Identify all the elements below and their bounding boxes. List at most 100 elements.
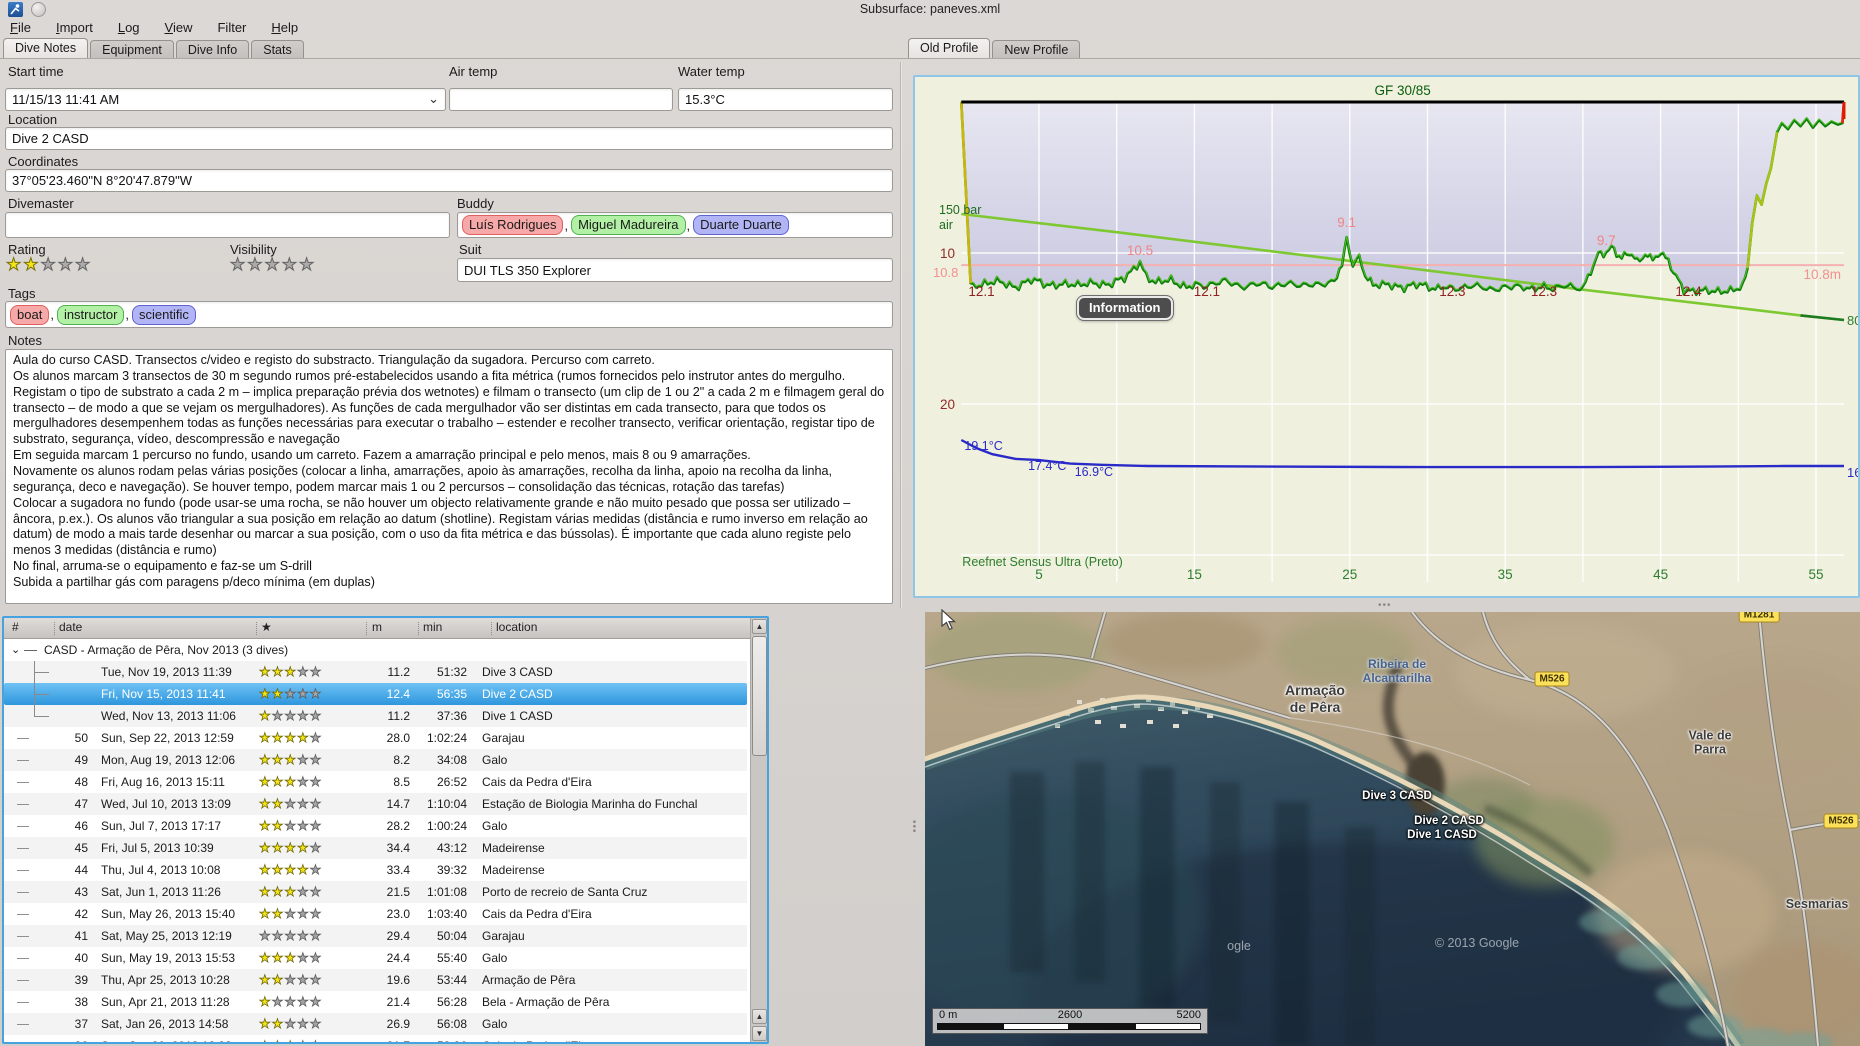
chip-duarte-duarte: Duarte Duarte xyxy=(693,215,789,235)
start-time-input[interactable] xyxy=(12,92,439,107)
menu-import[interactable]: Import xyxy=(55,19,93,35)
horizontal-splitter-handle[interactable]: ••• xyxy=(1378,600,1392,611)
scrollbar-thumb[interactable] xyxy=(752,636,767,756)
svg-text:15: 15 xyxy=(1187,567,1202,582)
tab-stats[interactable]: Stats xyxy=(251,40,304,59)
dive-trip-group-row[interactable]: ⌄ CASD - Armação de Pêra, Nov 2013 (3 div… xyxy=(4,639,747,661)
menu-file[interactable]: File xyxy=(10,19,31,35)
dive-row[interactable]: 40 Sun, May 19, 2013 15:53 24.4 55:40 Galo ★★… xyxy=(4,947,747,969)
tree-stub xyxy=(34,672,49,673)
chip-instructor: instructor xyxy=(56,304,125,325)
svg-text:5: 5 xyxy=(1035,567,1043,582)
dive-row[interactable]: Fri, Nov 15, 2013 11:41 12.4 56:35 Dive 2 C… xyxy=(4,683,747,705)
suit-input[interactable] xyxy=(464,262,886,278)
column-header-m[interactable]: m xyxy=(372,620,382,634)
dive-row[interactable]: 48 Fri, Aug 16, 2013 15:11 8.5 26:52 Cais da… xyxy=(4,771,747,793)
rating-label: Rating xyxy=(8,242,46,257)
dive-row[interactable]: 37 Sat, Jan 26, 2013 14:58 26.9 56:08 Galo ★★… xyxy=(4,1013,747,1035)
column-header-min[interactable]: min xyxy=(423,620,443,634)
svg-text:16: 16 xyxy=(1847,465,1858,480)
dive-site-map[interactable]: Armação de Pêra Ribeira de Alcantarilha Va… xyxy=(925,612,1860,1046)
start-time-label: Start time xyxy=(8,64,64,79)
dive-list[interactable]: # date ★ m min location ⌄ CASD - Armação de Pê… xyxy=(2,616,769,1044)
mouse-cursor xyxy=(941,609,957,631)
buddy-label: Buddy xyxy=(457,196,494,211)
scale-max: 5200 xyxy=(1176,1009,1201,1021)
map-label-dive: Dive 2 CASD xyxy=(1414,815,1484,827)
map-label-water: Ribeira de Alcantarilha xyxy=(1362,657,1432,685)
air-temp-field[interactable] xyxy=(449,88,673,111)
svg-text:16.9°C: 16.9°C xyxy=(1075,465,1113,479)
dive-row[interactable]: 41 Sat, May 25, 2013 12:19 29.4 50:04 Garaja… xyxy=(4,925,747,947)
tree-dash xyxy=(17,958,29,959)
menu-view[interactable]: View xyxy=(164,19,193,35)
tab-dive-info[interactable]: Dive Info xyxy=(175,40,250,59)
tab-old-profile[interactable]: Old Profile xyxy=(908,38,991,59)
tab-new-profile[interactable]: New Profile xyxy=(992,40,1081,59)
dive-row[interactable]: 39 Thu, Apr 25, 2013 10:28 19.6 53:44 Armaçã… xyxy=(4,969,747,991)
coordinates-field[interactable] xyxy=(5,169,893,192)
menu-log[interactable]: Log xyxy=(117,19,140,35)
map-label-dive: Dive 1 CASD xyxy=(1407,829,1477,841)
dive-profile-chart[interactable]: 10.8 10.8m GF 30/85 10 20 5 15 25 35 45 55 Reefnet … xyxy=(913,75,1860,598)
chip-luís-rodrigues: Luís Rodrigues xyxy=(462,215,564,235)
vertical-splitter-handle[interactable]: ••• xyxy=(908,820,919,834)
air-temp-input[interactable] xyxy=(456,92,666,107)
divemaster-input[interactable] xyxy=(12,217,443,233)
map-label-copyright: © 2013 Google xyxy=(1434,936,1520,950)
window-button[interactable] xyxy=(31,2,46,17)
dive-row[interactable]: 44 Thu, Jul 4, 2013 10:08 33.4 39:32 Madeire… xyxy=(4,859,747,881)
column-header-date[interactable]: date xyxy=(59,620,83,634)
tags-field[interactable]: boat, instructor, scientific xyxy=(5,301,893,328)
svg-text:10.8m: 10.8m xyxy=(1803,267,1841,282)
collapse-caret[interactable]: ⌄ xyxy=(11,644,21,656)
header-separator xyxy=(366,622,367,635)
tree-dash xyxy=(17,826,29,827)
road-shield: M526 xyxy=(1534,671,1570,687)
location-field[interactable] xyxy=(5,127,893,150)
column-header-#[interactable]: # xyxy=(12,620,19,634)
scroll-down-button[interactable]: ▼ xyxy=(752,1026,767,1041)
suit-field[interactable] xyxy=(457,258,893,282)
scale-mid: 2600 xyxy=(1057,1009,1083,1021)
menu-filter[interactable]: Filter xyxy=(217,19,247,35)
notes-textarea[interactable]: Aula do curso CASD. Transectos c/video e… xyxy=(5,349,893,604)
tab-dive-notes[interactable]: Dive Notes xyxy=(3,38,89,59)
start-time-combo[interactable]: ⌄ xyxy=(5,88,446,111)
buddy-field[interactable]: Luís Rodrigues, Miguel Madureira, Duarte D… xyxy=(457,212,893,238)
dive-row[interactable]: 43 Sat, Jun 1, 2013 11:26 21.5 1:01:08 Porto… xyxy=(4,881,747,903)
dive-row[interactable]: 46 Sun, Jul 7, 2013 17:17 28.2 1:00:24 Galo ★… xyxy=(4,815,747,837)
profile-plot[interactable]: 10.8 10.8m GF 30/85 10 20 5 15 25 35 45 55 Reefnet … xyxy=(915,77,1858,596)
svg-text:12.3: 12.3 xyxy=(1531,284,1557,299)
profile-tabs: Old Profile New Profile xyxy=(908,38,1082,59)
water-temp-input[interactable] xyxy=(685,92,886,107)
tree-line xyxy=(34,705,35,716)
tree-dash xyxy=(17,804,29,805)
dive-row[interactable]: 42 Sun, May 26, 2013 15:40 23.0 1:03:40 Cais… xyxy=(4,903,747,925)
dive-row[interactable]: 47 Wed, Jul 10, 2013 13:09 14.7 1:10:04 Esta… xyxy=(4,793,747,815)
dive-row[interactable]: 36Sun, Jan 20, 2013 12:3321.758:36Cais d… xyxy=(4,1035,747,1042)
tree-dash xyxy=(17,914,29,915)
tree-dash xyxy=(17,870,29,871)
location-input[interactable] xyxy=(12,131,886,146)
column-header-location[interactable]: location xyxy=(496,620,538,634)
dive-row[interactable]: Wed, Nov 13, 2013 11:06 11.2 37:36 Dive 1 C… xyxy=(4,705,747,727)
scroll-up-button[interactable]: ▲ xyxy=(752,619,767,634)
dive-row[interactable]: 50 Sun, Sep 22, 2013 12:59 28.0 1:02:24 Gara… xyxy=(4,727,747,749)
dive-row[interactable]: 49 Mon, Aug 19, 2013 12:06 8.2 34:08 Galo ★★★… xyxy=(4,749,747,771)
dive-list-scrollbar[interactable]: ▲ ▲ ▼ xyxy=(750,618,767,1042)
tab-equipment[interactable]: Equipment xyxy=(90,40,174,59)
dive-list-rows: ⌄ CASD - Armação de Pêra, Nov 2013 (3 div… xyxy=(4,639,767,1042)
water-temp-field[interactable] xyxy=(678,88,893,111)
menu-help[interactable]: Help xyxy=(271,19,299,35)
dive-row[interactable]: Tue, Nov 19, 2013 11:39 11.2 51:32 Dive 3 C… xyxy=(4,661,747,683)
chevron-down-icon[interactable]: ⌄ xyxy=(428,91,439,106)
divemaster-field[interactable] xyxy=(5,212,450,238)
dive-row[interactable]: 38 Sun, Apr 21, 2013 11:28 21.4 56:28 Bela -… xyxy=(4,991,747,1013)
coordinates-input[interactable] xyxy=(12,173,886,188)
column-header-★[interactable]: ★ xyxy=(261,620,272,634)
rating-stars[interactable]: ★★★★★ xyxy=(5,255,93,275)
visibility-stars[interactable]: ★★★★★ xyxy=(229,255,317,275)
dive-row[interactable]: 45 Fri, Jul 5, 2013 10:39 34.4 43:12 Madeire… xyxy=(4,837,747,859)
scroll-up-button-2[interactable]: ▲ xyxy=(752,1009,767,1024)
